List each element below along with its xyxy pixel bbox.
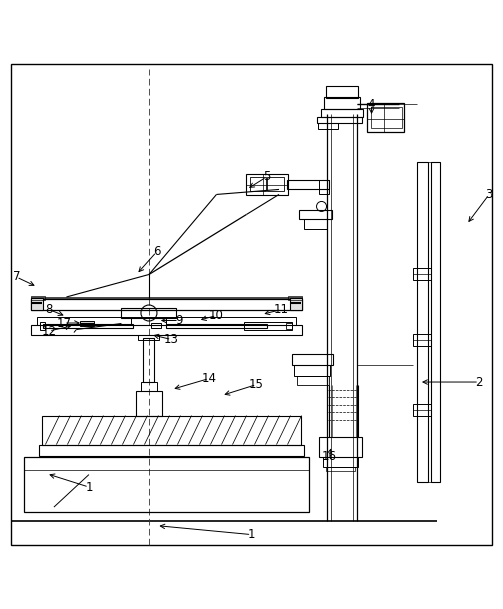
Bar bbox=[322, 457, 358, 467]
Bar bbox=[288, 296, 301, 300]
Bar bbox=[40, 322, 45, 330]
Bar bbox=[304, 219, 326, 230]
Text: 7: 7 bbox=[13, 270, 20, 283]
Bar bbox=[412, 269, 431, 281]
Bar bbox=[31, 325, 301, 334]
Bar bbox=[317, 123, 338, 130]
Bar bbox=[431, 162, 440, 482]
Text: 15: 15 bbox=[249, 378, 264, 391]
Text: 10: 10 bbox=[209, 309, 224, 322]
Bar bbox=[250, 177, 266, 191]
Text: 13: 13 bbox=[164, 333, 179, 346]
Bar bbox=[290, 298, 301, 309]
Text: 14: 14 bbox=[202, 372, 216, 385]
Text: 2: 2 bbox=[475, 376, 483, 389]
Bar bbox=[37, 317, 296, 325]
Bar bbox=[141, 381, 157, 390]
Text: 4: 4 bbox=[368, 98, 375, 111]
Bar bbox=[416, 162, 428, 482]
Text: 16: 16 bbox=[321, 450, 337, 463]
Text: 5: 5 bbox=[263, 171, 270, 183]
Bar bbox=[412, 334, 431, 345]
Bar bbox=[166, 323, 267, 328]
Bar bbox=[31, 296, 45, 300]
Bar bbox=[246, 174, 288, 195]
Bar bbox=[297, 376, 329, 384]
Bar bbox=[294, 365, 330, 376]
Bar bbox=[325, 86, 358, 99]
Bar bbox=[367, 103, 404, 132]
Text: 9: 9 bbox=[175, 314, 183, 327]
Bar bbox=[412, 404, 431, 415]
Text: 1: 1 bbox=[248, 528, 255, 541]
Text: 1: 1 bbox=[85, 481, 93, 493]
Bar bbox=[31, 298, 43, 309]
Text: 12: 12 bbox=[41, 325, 56, 337]
Bar bbox=[151, 323, 161, 328]
Bar bbox=[371, 107, 401, 128]
Bar bbox=[143, 337, 154, 381]
Text: 17: 17 bbox=[56, 317, 71, 329]
Bar bbox=[319, 437, 362, 457]
Bar bbox=[131, 317, 166, 325]
Bar bbox=[319, 180, 329, 194]
Bar bbox=[287, 180, 329, 189]
Bar bbox=[324, 97, 360, 110]
Text: 11: 11 bbox=[274, 303, 289, 316]
Bar bbox=[138, 334, 159, 339]
Text: 8: 8 bbox=[45, 303, 53, 316]
Bar bbox=[325, 466, 355, 471]
Bar bbox=[244, 322, 292, 330]
Bar bbox=[299, 211, 331, 219]
Bar bbox=[43, 323, 133, 328]
Bar bbox=[24, 457, 309, 512]
Bar bbox=[316, 117, 362, 124]
Text: 6: 6 bbox=[153, 245, 160, 258]
Text: 3: 3 bbox=[485, 188, 493, 201]
Bar bbox=[42, 415, 300, 445]
Bar bbox=[267, 177, 284, 191]
Bar bbox=[80, 321, 95, 325]
Bar bbox=[286, 323, 292, 329]
Bar bbox=[121, 308, 177, 318]
Bar bbox=[39, 445, 304, 456]
Bar bbox=[320, 110, 363, 117]
Bar bbox=[428, 162, 431, 482]
Bar bbox=[136, 390, 162, 415]
Bar bbox=[31, 300, 301, 309]
Bar bbox=[292, 353, 332, 365]
